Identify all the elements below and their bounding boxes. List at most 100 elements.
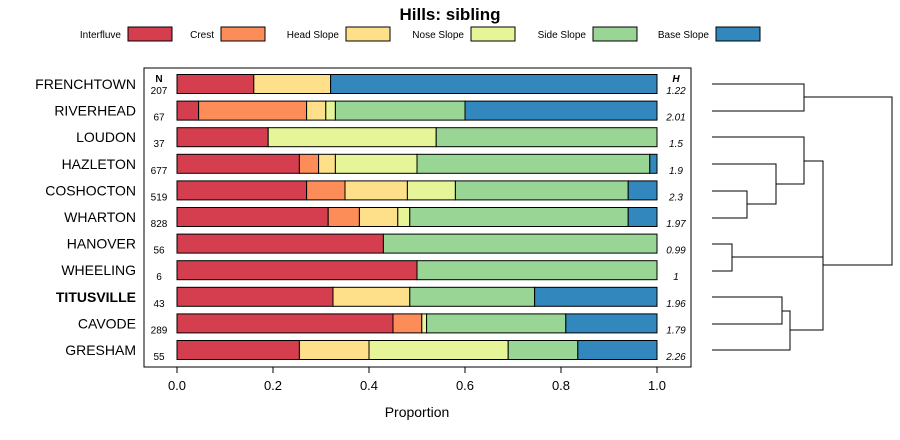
n-value: 6 [156,272,162,283]
bar-row: GRESHAM 55 2.26 [65,340,686,363]
bar-row: CAVODE 289 1.79 [78,313,686,336]
bar-segment-interfluve [176,313,394,334]
h-value: 0.99 [666,246,686,257]
bar-segment-interfluve [176,74,255,94]
n-value: 43 [153,299,165,310]
bar-segment-side-slope [426,313,567,334]
category-label: COSHOCTON [45,182,136,198]
bar-segment-side-slope [334,100,466,121]
legend-label-nose-slope: Nose Slope [412,30,464,41]
bar-segment-crest [306,180,346,201]
legend-label-side-slope: Side Slope [538,30,587,41]
dendrogram-branch [712,296,783,325]
n-value: 207 [151,86,168,97]
bar-row: TITUSVILLE 43 1.96 [56,286,686,310]
h-value: 2.26 [665,352,686,363]
chart-title: Hills: sibling [399,5,500,24]
x-tick-label: 1.0 [648,378,666,393]
bar-segment-interfluve [176,286,334,307]
category-label: FRENCHTOWN [35,76,136,92]
bar-segment-base-slope [330,74,658,94]
legend-label-base-slope: Base Slope [658,30,710,41]
plot-frame [143,67,692,368]
category-label: GRESHAM [65,342,136,358]
x-tick-label: 0.4 [360,378,378,393]
bar-segment-base-slope [627,180,658,201]
h-column-header: H [672,74,680,85]
n-value: 519 [151,192,168,203]
h-value: 1.96 [666,299,686,310]
legend-swatch-side-slope [592,26,638,42]
n-value: 37 [153,139,165,150]
bar-segment-head-slope [358,207,399,227]
h-value: 1.22 [666,86,686,97]
bar-segment-interfluve [176,180,308,201]
legend-label-interfluve: Interfluve [80,30,122,41]
bar-segment-interfluve [176,153,300,174]
bar-segment-nose-slope [267,127,437,148]
bar-row: LOUDON 37 1.5 [76,127,683,150]
h-value: 1.9 [669,166,683,177]
bar-segment-base-slope [627,207,658,227]
bar-segment-interfluve [176,127,269,148]
legend: Interfluve Crest Head Slope Nose Slope Side … [80,26,761,42]
bar-segment-crest [327,207,360,227]
bar-segment-side-slope [435,127,658,148]
bar-segment-side-slope [454,180,629,201]
category-label: WHARTON [64,209,136,225]
x-tick-label: 0.0 [168,378,186,393]
bar-segment-head-slope [253,74,332,94]
bar-segment-interfluve [176,260,418,281]
h-value: 1.5 [669,139,683,150]
n-column-header: N [155,74,162,85]
bar-segment-nose-slope [397,207,411,227]
category-label: HANOVER [67,236,136,252]
bar-segment-base-slope [565,313,658,334]
n-value: 56 [153,246,165,257]
bar-row: HAZLETON 677 1.9 [62,153,683,177]
bar-segment-head-slope [306,100,327,121]
bar-segment-crest [298,153,320,174]
dendrogram-branch [712,83,805,112]
dendrogram-branch [712,163,777,205]
x-tick-label: 0.8 [552,378,570,393]
bar-row: FRENCHTOWN 207 1.22 [35,74,686,97]
bar-segment-nose-slope [368,340,509,360]
bar-segment-head-slope [332,286,411,307]
x-axis: 0.0 0.2 0.4 0.6 0.8 1.0 [168,367,666,393]
bar-segment-interfluve [176,340,300,360]
bar-segment-crest [392,313,423,334]
h-value: 2.01 [665,113,685,124]
bar-segment-nose-slope [406,180,456,201]
dendrogram-branch [804,96,893,266]
legend-swatch-head-slope [345,26,391,42]
dendrogram-branch [712,136,805,185]
category-label: CAVODE [78,315,136,331]
x-tick-label: 0.2 [264,378,282,393]
n-value: 677 [151,166,168,177]
legend-swatch-interfluve [127,26,173,42]
bar-row: RIVERHEAD 67 2.01 [54,100,686,124]
bar-segment-head-slope [344,180,408,201]
bar-segment-nose-slope [421,313,428,334]
bar-segment-crest [198,100,308,121]
h-value: 2.3 [668,192,683,203]
category-label: HAZLETON [62,156,136,172]
legend-swatch-base-slope [715,26,761,42]
n-value: 67 [153,113,165,124]
bar-segment-head-slope [298,340,370,360]
n-value: 55 [153,352,165,363]
n-value: 828 [151,219,168,230]
category-label: TITUSVILLE [56,289,136,305]
bar-segment-nose-slope [325,100,336,121]
x-tick-label: 0.6 [456,378,474,393]
category-label: RIVERHEAD [54,103,136,119]
legend-swatch-crest [220,26,266,42]
bar-segment-interfluve [176,207,329,227]
bar-segment-head-slope [318,153,336,174]
bar-segment-side-slope [409,207,629,227]
bar-segment-side-slope [409,286,536,307]
category-label: WHEELING [61,262,136,278]
bar-segment-side-slope [507,340,579,360]
dendrogram-branch [790,209,824,331]
